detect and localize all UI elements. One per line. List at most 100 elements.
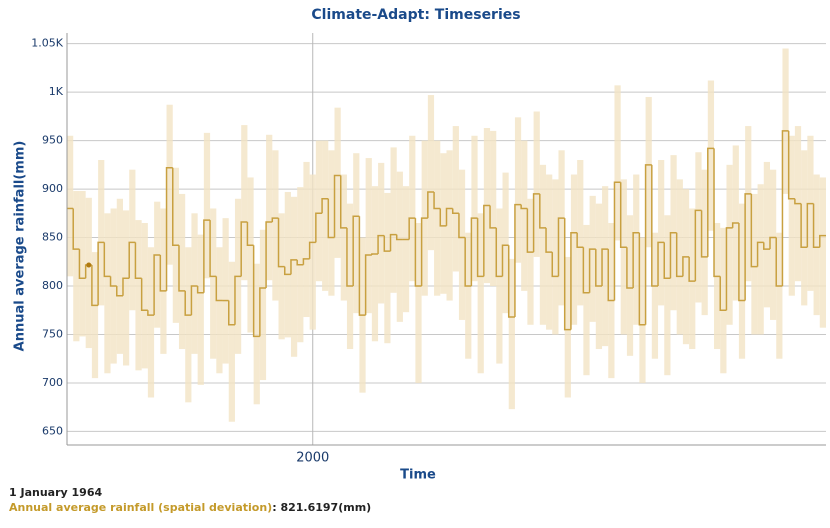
step-segment	[588, 248, 596, 293]
step-segment	[738, 223, 746, 302]
step-segment	[377, 234, 385, 255]
range-bar	[626, 215, 634, 356]
range-bar	[129, 169, 136, 311]
step-segment	[682, 256, 690, 277]
range-bar	[147, 247, 155, 398]
step-segment	[321, 198, 329, 214]
x-axis-title: Time	[400, 468, 436, 483]
step-segment	[383, 235, 391, 252]
range-bar	[788, 135, 795, 296]
range-bar	[738, 203, 746, 359]
range-bar	[272, 150, 279, 301]
range-bar	[583, 224, 590, 376]
range-bar	[216, 247, 223, 374]
range-bar	[259, 229, 267, 381]
range-bar	[782, 48, 789, 194]
range-bar	[471, 135, 478, 282]
range-bar	[539, 164, 547, 325]
step-segment	[234, 275, 242, 325]
range-bar	[658, 159, 665, 306]
step-segment	[371, 253, 379, 255]
step-segment	[731, 222, 739, 228]
step-segment	[358, 216, 366, 316]
range-bar	[745, 126, 752, 282]
step-segment	[669, 231, 677, 279]
range-bar	[434, 140, 441, 296]
range-bar	[682, 189, 690, 345]
range-bar	[334, 107, 341, 258]
y-tick-label: 850	[42, 231, 63, 244]
range-bar	[178, 193, 186, 350]
range-bar	[502, 172, 509, 314]
step-segment	[103, 242, 111, 278]
range-bar	[141, 223, 148, 369]
step-segment	[582, 247, 590, 294]
range-bar	[508, 258, 515, 410]
step-segment	[819, 234, 826, 248]
step-segment	[787, 130, 795, 200]
range-bar	[160, 208, 167, 354]
step-segment	[657, 241, 665, 287]
step-segment	[613, 181, 621, 301]
step-segment	[707, 147, 715, 257]
range-bar	[210, 208, 217, 359]
step-segment	[700, 210, 708, 258]
range-bar	[602, 186, 609, 347]
range-bar	[415, 223, 422, 383]
range-bar	[533, 111, 540, 257]
range-bar	[303, 161, 310, 318]
tooltip-number: 821.6197(mm)	[280, 501, 372, 514]
range-bar	[527, 198, 534, 325]
step-segment	[557, 217, 565, 277]
step-segment	[302, 258, 310, 265]
range-bar	[166, 104, 173, 265]
step-segment	[308, 241, 316, 259]
y-tick-label: 1.05K	[31, 37, 63, 50]
range-bar	[122, 210, 130, 366]
step-segment	[339, 175, 347, 229]
step-segment	[209, 220, 217, 278]
step-segment	[140, 278, 148, 312]
range-bar	[633, 174, 640, 325]
step-segment	[725, 227, 733, 311]
range-bar	[620, 179, 627, 335]
range-bar	[701, 169, 708, 316]
step-segment	[215, 276, 223, 302]
step-segment	[619, 182, 627, 248]
step-segment	[352, 215, 360, 287]
step-segment	[153, 254, 161, 316]
step-segment	[296, 259, 304, 266]
range-bar	[714, 223, 721, 350]
step-segment	[632, 231, 640, 288]
step-segment	[812, 203, 820, 248]
step-segment	[483, 204, 491, 277]
range-bar	[247, 177, 254, 333]
step-segment	[688, 256, 696, 282]
step-segment	[128, 241, 136, 279]
range-bar	[340, 174, 347, 301]
range-bar	[378, 162, 385, 304]
tooltip-value: Annual average rainfall (spatial deviati…	[9, 501, 371, 514]
range-bar	[595, 203, 603, 350]
step-segment	[638, 232, 646, 326]
range-bar	[197, 234, 204, 385]
range-bar	[577, 159, 584, 306]
range-bar	[409, 135, 416, 282]
range-bar	[98, 159, 105, 306]
range-bar	[135, 220, 142, 371]
y-tick-label: 750	[42, 327, 63, 340]
range-bar	[309, 174, 316, 330]
step-segment	[545, 227, 553, 253]
step-segment	[551, 252, 559, 278]
step-segment	[719, 276, 727, 312]
range-bar	[776, 232, 783, 359]
step-segment	[713, 148, 721, 278]
range-bar	[465, 232, 472, 359]
step-segment	[395, 234, 403, 241]
range-bar	[384, 192, 391, 344]
step-segment	[458, 213, 466, 239]
range-bar	[689, 208, 696, 350]
range-bar	[570, 174, 578, 325]
range-bar	[639, 237, 646, 383]
step-segment	[750, 193, 758, 268]
